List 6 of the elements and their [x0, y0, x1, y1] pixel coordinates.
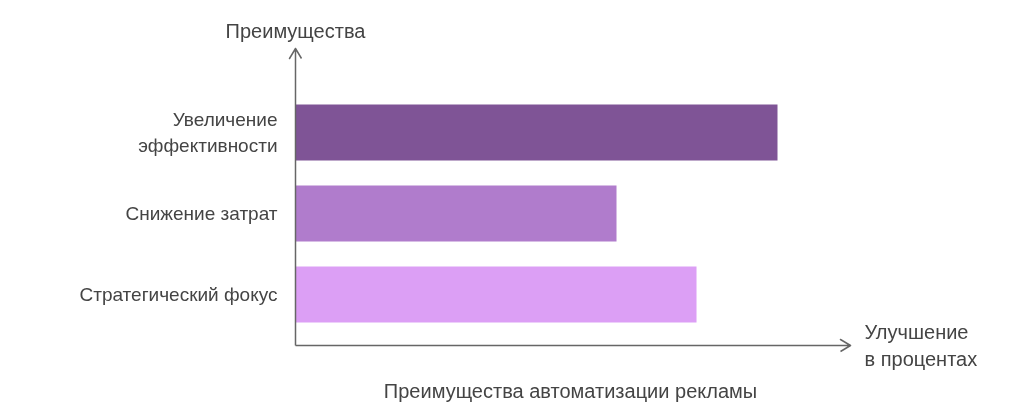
x-axis-title: Улучшение в процентах	[864, 321, 978, 370]
y-tick-label: Стратегический фокус	[79, 284, 278, 305]
y-tick-label: Снижение затрат	[125, 203, 278, 224]
y-tick-label: Увеличение эффективности	[138, 109, 278, 156]
y-axis-title: Преимущества	[225, 19, 367, 42]
text: Преимущества автоматизации рекламы	[383, 379, 758, 402]
